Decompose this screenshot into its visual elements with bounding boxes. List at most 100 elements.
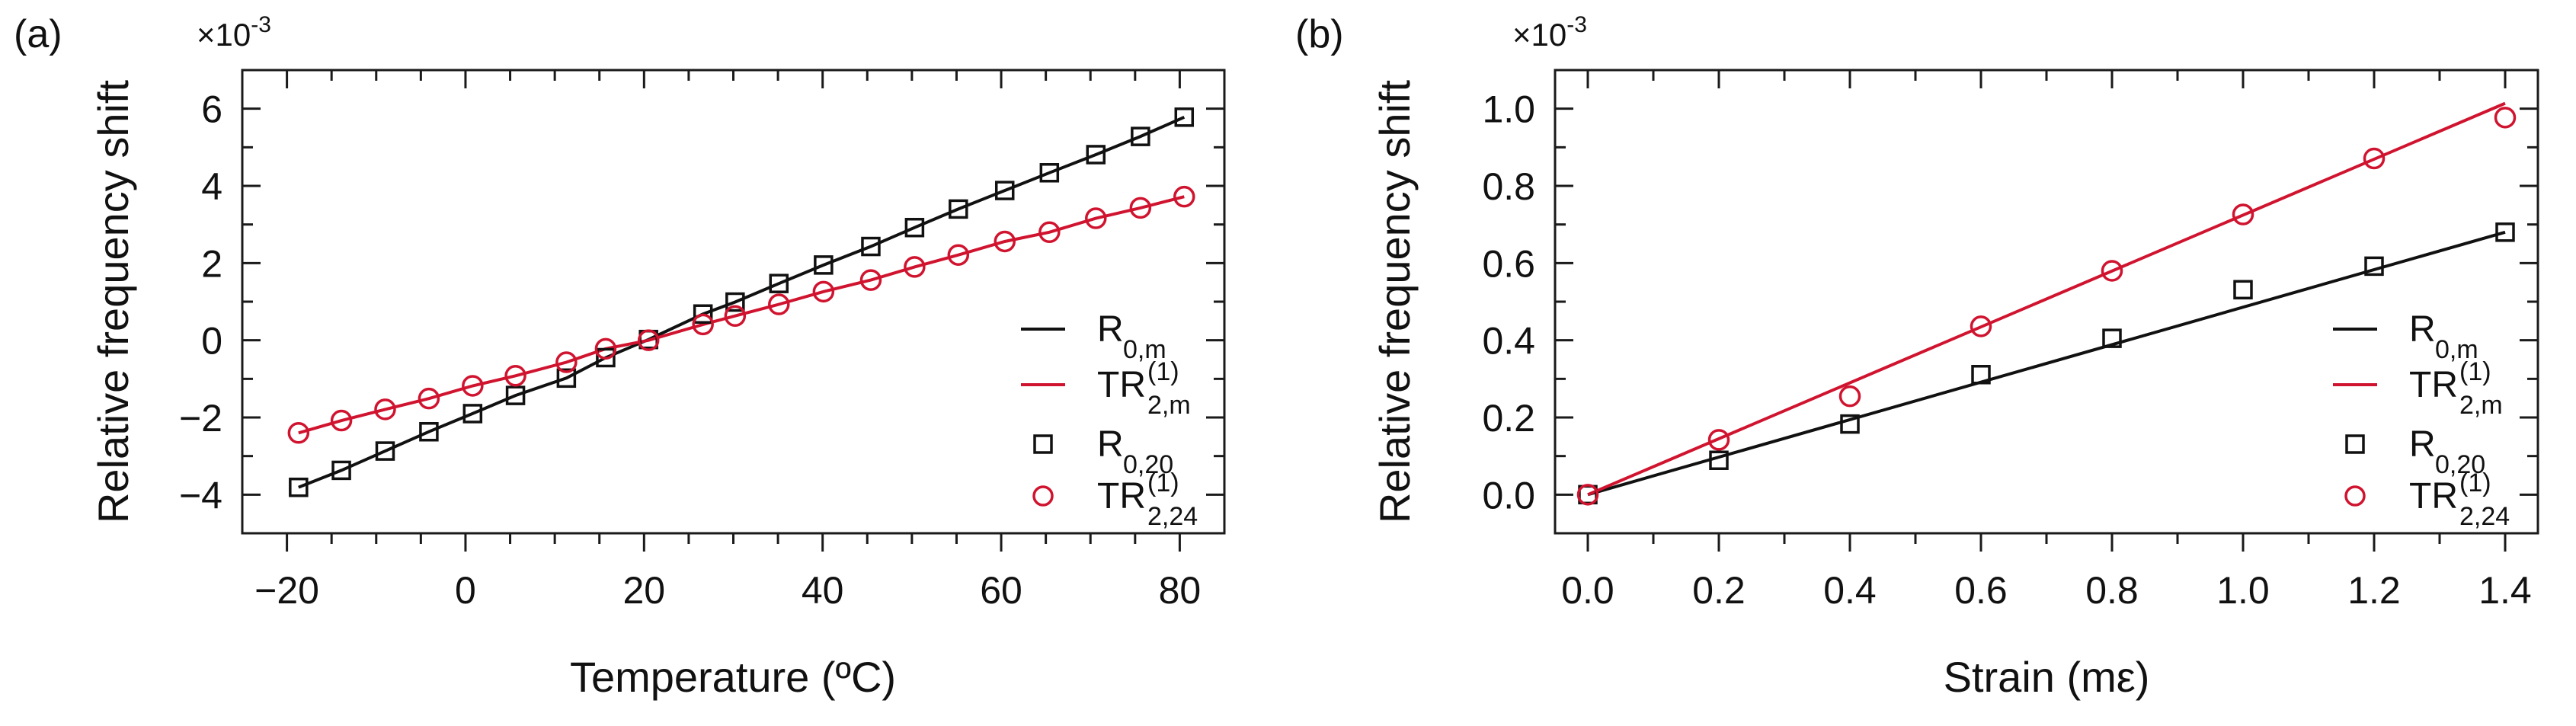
panel-b: (b) ×10-3 Relative frequency shift Strai… [1295,12,2539,701]
y-multiplier: ×10-3 [197,12,271,53]
data-point-square [1086,145,1106,165]
data-point-square [861,236,881,257]
data-point-square [1971,365,1991,385]
y-tick-label: 0 [201,320,222,363]
legend-circle-swatch [1032,485,1054,507]
data-point-square [2495,222,2515,242]
data-point-square [725,292,745,312]
y-axis-label: Relative frequency shift [89,80,137,524]
x-tick-label: 0.0 [1561,569,1614,612]
y-tick-label: 2 [201,242,222,285]
y-tick-label: 0.2 [1482,397,1535,440]
series-line-TR-2,m [298,195,1185,435]
data-point-square [375,441,395,461]
panel-a: (a) ×10-3 Relative frequency shift Tempe… [14,12,1226,701]
data-point-square [904,217,925,238]
x-tick-label: 80 [1159,569,1202,612]
x-tick-label: 1.0 [2216,569,2270,612]
data-point-circle [374,398,396,421]
x-tick-label: 1.4 [2478,569,2532,612]
y-tick-label: 1.0 [1482,88,1535,131]
data-point-square [814,255,834,275]
legend-circle-swatch [2344,485,2366,507]
x-tick-label: 0.6 [1954,569,2008,612]
data-point-circle [555,351,578,373]
fit-lines [1587,101,2506,497]
legend-square-swatch [1033,434,1053,454]
fit-lines [298,115,1186,489]
x-tick-label: 40 [802,569,844,612]
data-point-circle [2101,260,2123,282]
series-line-R-0,m [1587,230,2506,497]
data-point-square [2102,328,2122,348]
axis-ticks: 0.0 0.2 0.4 0.6 0.8 1.0 1.2 1.4 0.0 0.2 0.4 0.6 0.8 1… [1482,70,2538,612]
x-tick-label: 0.4 [1823,569,1877,612]
data-point-circle [1576,484,1599,506]
data-point-square [289,477,309,497]
x-tick-label: 0 [455,569,476,612]
legend-label: R0,m [2409,309,2478,364]
data-point-square [419,421,439,442]
plot-frame [241,69,1226,535]
legend-label: TR(1) 2,24 [2409,469,2510,531]
data-point-circle [812,280,835,303]
legend-square-swatch [2345,434,2365,454]
panel-label: (a) [14,12,62,56]
data-markers [1576,107,2517,506]
legend-label: R0,20 [1097,424,1173,479]
data-point-square [1131,126,1150,146]
data-point-circle [1970,315,1992,337]
y-tick-label: 0.0 [1482,474,1535,517]
panel-label: (b) [1295,12,1344,56]
data-point-square [1709,450,1729,470]
data-point-square [2233,280,2253,300]
x-tick-label: 20 [623,569,666,612]
data-point-circle [1173,185,1195,208]
series-line-TR-2,m [1587,101,2506,497]
data-point-circle [1038,221,1061,244]
data-point-circle [2494,107,2517,129]
data-markers [287,107,1195,497]
y-tick-label: 0.6 [1482,242,1535,285]
y-tick-label: −2 [179,397,222,440]
data-point-circle [947,244,970,266]
y-tick-label: 0.4 [1482,320,1535,363]
data-point-circle [1838,385,1861,408]
data-point-square [769,273,789,293]
data-point-circle [637,329,660,351]
series-line-R-0,m [298,115,1186,489]
x-tick-label: 0.8 [2085,569,2139,612]
data-point-circle [2232,203,2254,225]
legend-label: TR(1) 2,m [2409,357,2503,420]
data-point-circle [904,256,926,278]
data-point-circle [287,422,310,444]
plot-frame [1554,69,2539,535]
legend-label: TR(1) 2,m [1097,357,1191,420]
y-tick-label: 4 [201,165,222,208]
data-point-circle [859,269,882,291]
data-point-square [1840,414,1860,434]
data-point-circle [994,230,1016,253]
data-point-circle [768,293,790,315]
data-point-square [462,404,483,424]
data-point-circle [1085,207,1107,229]
y-tick-label: 0.8 [1482,165,1535,208]
data-point-square [2364,256,2384,277]
x-tick-label: 60 [980,569,1022,612]
y-axis-label: Relative frequency shift [1371,80,1419,524]
x-tick-label: −20 [254,569,319,612]
x-tick-label: 1.2 [2347,569,2401,612]
data-point-circle [418,387,440,410]
x-tick-label: 0.2 [1692,569,1746,612]
data-point-square [556,368,577,389]
y-tick-label: 6 [201,88,222,131]
data-point-circle [724,305,747,327]
data-point-circle [594,337,617,360]
data-point-circle [504,365,526,387]
y-multiplier: ×10-3 [1512,12,1587,53]
data-point-square [1039,163,1060,183]
data-point-circle [692,313,714,336]
